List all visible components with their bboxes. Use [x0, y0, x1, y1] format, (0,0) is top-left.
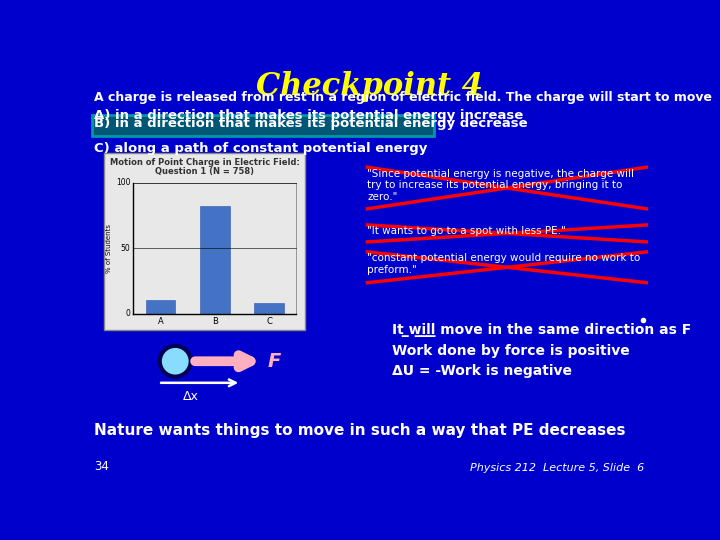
Bar — [104, 153, 305, 330]
Text: Checkpoint 4: Checkpoint 4 — [256, 71, 482, 102]
Text: A charge is released from rest in a region of electric field. The charge will st: A charge is released from rest in a regi… — [94, 91, 712, 104]
Text: "constant potential energy would require no work to
preform.": "constant potential energy would require… — [367, 253, 641, 275]
Text: C: C — [266, 316, 272, 326]
Text: 100: 100 — [116, 178, 130, 187]
Text: Physics 212  Lecture 5, Slide  6: Physics 212 Lecture 5, Slide 6 — [470, 463, 644, 473]
Text: Work done by force is positive: Work done by force is positive — [392, 343, 630, 357]
Text: A: A — [158, 316, 163, 326]
FancyBboxPatch shape — [91, 115, 434, 137]
Text: It ̲w̲i̲l̲l̲ move in the same direction as F: It ̲w̲i̲l̲l̲ move in the same direction … — [392, 323, 691, 337]
Text: 34: 34 — [94, 460, 109, 473]
Text: ΔU = -Work is negative: ΔU = -Work is negative — [392, 364, 572, 379]
Text: B) in a direction that makes its potential energy decrease: B) in a direction that makes its potenti… — [94, 117, 528, 130]
Circle shape — [160, 346, 191, 377]
Text: C) along a path of constant potential energy: C) along a path of constant potential en… — [94, 142, 427, 155]
Text: A) in a direction that makes its potential energy increase: A) in a direction that makes its potenti… — [94, 110, 523, 123]
Text: "Since potential energy is negative, the charge will
try to increase its potenti: "Since potential energy is negative, the… — [367, 168, 634, 202]
Text: Question 1 (N = 758): Question 1 (N = 758) — [156, 167, 254, 176]
Bar — [200, 206, 230, 314]
Text: B: B — [212, 316, 217, 326]
Text: "It wants to go to a spot with less PE.": "It wants to go to a spot with less PE." — [367, 226, 566, 237]
Text: 0: 0 — [125, 309, 130, 318]
Text: Motion of Point Charge in Electric Field:: Motion of Point Charge in Electric Field… — [109, 158, 300, 167]
Bar — [145, 300, 176, 314]
Bar — [254, 303, 284, 314]
Text: Nature wants things to move in such a way that PE decreases: Nature wants things to move in such a wa… — [94, 423, 626, 438]
Text: % of Students: % of Students — [106, 224, 112, 273]
Text: 50: 50 — [120, 244, 130, 253]
Text: Δx: Δx — [183, 390, 199, 403]
Text: F: F — [267, 352, 281, 371]
